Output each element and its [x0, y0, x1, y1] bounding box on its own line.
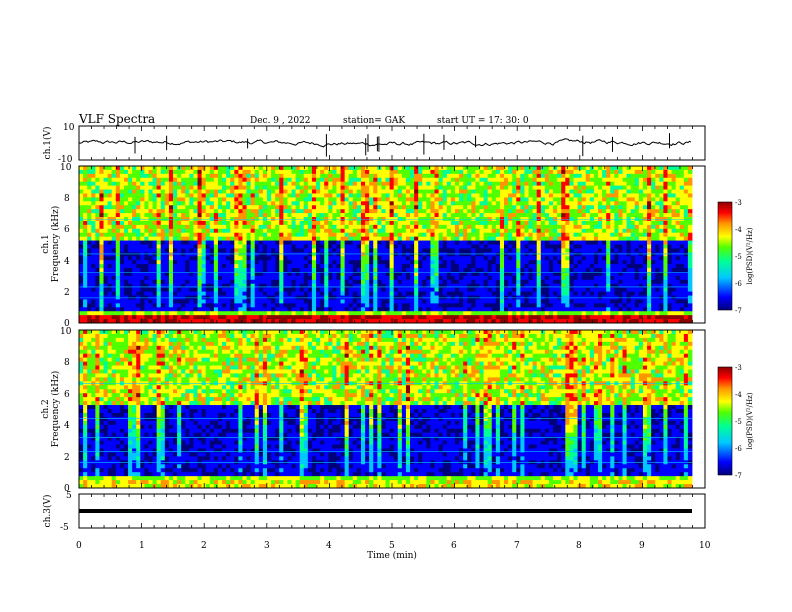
ch1-spectrogram-image — [79, 166, 693, 324]
ch1-ytick-8: 8 — [64, 194, 70, 204]
xtick-7: 7 — [514, 541, 520, 551]
ch2-spectrogram-panel: 0 2 4 6 8 10 ch.2 Frequency (kHz) — [41, 327, 706, 494]
xtick-1: 1 — [139, 541, 145, 551]
ch1-ytick-6: 6 — [64, 225, 70, 235]
ch2-spectrogram-image — [79, 330, 693, 489]
xtick-3: 3 — [264, 541, 270, 551]
ch1-waveform-panel: 10 -10 ch.1(V) — [42, 123, 706, 165]
x-axis-ticks — [78, 126, 706, 528]
ch1-ytick-top: 10 — [63, 123, 75, 133]
cb2-tick-3: -3 — [735, 364, 742, 372]
ch2-ytick-6: 6 — [64, 390, 70, 400]
ch1-ytick-0: 0 — [64, 319, 70, 329]
ch3-waveform-line — [79, 509, 692, 513]
ch3-waveform-ylabel: ch.3(V) — [42, 495, 53, 528]
ch2-colorbar-gradient — [717, 366, 733, 476]
ch2-colorbar: -3 -4 -5 -6 -7 log(PSD)(V²/Hz) — [717, 364, 754, 480]
xtick-9: 9 — [639, 541, 645, 551]
ch2-spectrogram-ylabel-channel: ch.2 — [41, 399, 51, 418]
ch1-ytick-4: 4 — [64, 257, 70, 267]
header-start-time: start UT = 17: 30: 0 — [437, 116, 529, 126]
ch1-ytick-bottom: -10 — [58, 155, 73, 165]
xtick-0: 0 — [76, 541, 82, 551]
xtick-10: 10 — [699, 541, 711, 551]
ch1-spectrogram-ylabel: Frequency (kHz) — [50, 206, 61, 283]
ch3-waveform-panel: 5 -5 ch.3(V) — [42, 491, 706, 533]
cb2-tick-6: -6 — [735, 445, 742, 453]
ch2-ytick-4: 4 — [64, 421, 70, 431]
ch1-colorbar-gradient — [717, 201, 733, 311]
cb1-tick-5: -5 — [735, 253, 742, 261]
xtick-6: 6 — [451, 541, 457, 551]
ch1-waveform-line — [78, 138, 692, 148]
cb1-tick-4: -4 — [735, 226, 742, 234]
x-axis-label: Time (min) — [367, 550, 417, 561]
ch1-waveform-ylabel: ch.1(V) — [42, 127, 53, 160]
header-station: station= GAK — [343, 116, 405, 126]
header-date: Dec. 9 , 2022 — [250, 116, 311, 126]
ch2-ytick-2: 2 — [64, 453, 70, 463]
xtick-5: 5 — [389, 541, 395, 551]
xtick-4: 4 — [326, 541, 332, 551]
ch1-ytick-2: 2 — [64, 288, 70, 298]
ch1-colorbar-label: log(PSD)(V²/Hz) — [746, 227, 754, 284]
ch1-waveform-spikes — [134, 133, 670, 157]
ch2-ytick-8: 8 — [64, 358, 70, 368]
cb2-tick-7: -7 — [735, 472, 742, 480]
ch1-ytick-10: 10 — [60, 163, 72, 173]
x-axis: 0 1 2 3 4 5 6 7 8 9 10 Time (min) — [76, 541, 711, 561]
xtick-8: 8 — [576, 541, 582, 551]
ch2-spectrogram-ylabel: Frequency (kHz) — [50, 371, 61, 448]
ch2-ytick-10: 10 — [60, 327, 72, 337]
figure-title: VLF Spectra — [78, 112, 155, 126]
ch1-spectrogram-ylabel-channel: ch.1 — [41, 234, 51, 253]
cb2-tick-4: -4 — [735, 391, 742, 399]
ch3-ytick-5: 5 — [66, 491, 72, 501]
cb2-tick-5: -5 — [735, 418, 742, 426]
ch2-colorbar-label: log(PSD)(V²/Hz) — [746, 392, 754, 449]
ch3-ytick-minus5: -5 — [60, 523, 69, 533]
ch1-colorbar: -3 -4 -5 -6 -7 log(PSD)(V²/Hz) — [717, 199, 754, 315]
cb1-tick-7: -7 — [735, 307, 742, 315]
cb1-tick-3: -3 — [735, 199, 742, 207]
xtick-2: 2 — [201, 541, 207, 551]
ch1-spectrogram-panel: 0 2 4 6 8 10 ch.1 Frequency (kHz) — [41, 163, 706, 329]
ch2-ytick-0: 0 — [64, 484, 70, 494]
cb1-tick-6: -6 — [735, 280, 742, 288]
